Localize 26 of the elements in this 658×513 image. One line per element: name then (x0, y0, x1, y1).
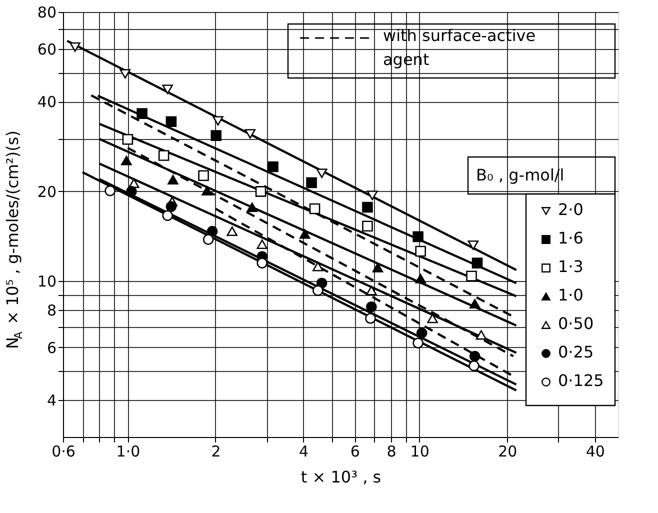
x-tick-label: 8 (386, 442, 396, 460)
x-tick-label: 10 (410, 442, 430, 460)
y-tick-label: 80 (37, 4, 56, 22)
legend-label: 1·3 (558, 257, 584, 276)
x-tick-label: 4 (299, 442, 309, 460)
y-tick-label: 6 (46, 338, 56, 357)
x-tick-label: 0·6 (52, 442, 76, 460)
x-tick-label: 2 (211, 442, 221, 460)
y-tick-label: 40 (37, 93, 56, 112)
legend-label: 0·50 (558, 314, 594, 333)
x-tick-label: 20 (498, 442, 518, 460)
legend-label: 1·0 (558, 286, 584, 304)
y-tick-label: 10 (37, 272, 56, 291)
y-tick-label: 4 (46, 391, 56, 410)
x-tick-label: 40 (586, 442, 605, 460)
y-tick-label: 8 (46, 302, 56, 320)
x-axis-title: t × 10³ , s (300, 468, 382, 486)
legend-label: 0·125 (558, 371, 604, 390)
y-tick-label: 20 (37, 182, 56, 201)
x-tick-label: 1·0 (116, 442, 140, 460)
legend-label: 0·25 (558, 342, 594, 362)
legend-label: 2·0 (558, 200, 584, 219)
y-tick-label: 60 (37, 40, 56, 59)
y-axis-title: NA × 10⁵ , g-moles/(cm²)(s) (3, 130, 25, 350)
legend-label: 1·6 (558, 228, 584, 248)
x-tick-label: 6 (350, 442, 360, 460)
